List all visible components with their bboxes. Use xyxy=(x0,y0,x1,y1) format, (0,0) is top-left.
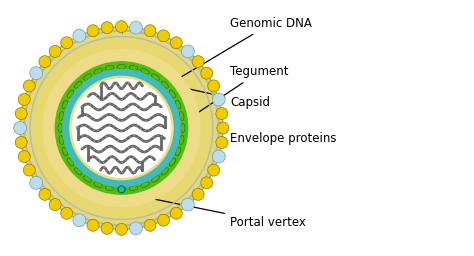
Ellipse shape xyxy=(192,188,204,200)
Ellipse shape xyxy=(87,219,99,231)
Ellipse shape xyxy=(152,74,159,80)
Ellipse shape xyxy=(141,182,149,187)
Ellipse shape xyxy=(116,21,128,33)
Ellipse shape xyxy=(201,177,213,189)
Ellipse shape xyxy=(30,67,43,80)
Ellipse shape xyxy=(129,186,138,190)
Ellipse shape xyxy=(18,93,30,105)
Ellipse shape xyxy=(161,168,168,175)
Ellipse shape xyxy=(59,135,64,144)
Ellipse shape xyxy=(152,176,159,182)
Ellipse shape xyxy=(62,147,68,156)
Ellipse shape xyxy=(179,112,184,121)
Ellipse shape xyxy=(67,90,73,98)
Ellipse shape xyxy=(39,56,51,68)
Text: Envelope proteins: Envelope proteins xyxy=(219,125,337,145)
Ellipse shape xyxy=(94,69,102,74)
Text: Genomic DNA: Genomic DNA xyxy=(123,17,312,111)
Ellipse shape xyxy=(217,122,229,134)
Ellipse shape xyxy=(216,136,228,148)
Ellipse shape xyxy=(58,124,63,132)
Ellipse shape xyxy=(129,21,142,34)
Ellipse shape xyxy=(179,135,184,144)
Ellipse shape xyxy=(30,176,43,189)
Ellipse shape xyxy=(87,25,99,37)
Ellipse shape xyxy=(23,164,35,176)
Ellipse shape xyxy=(15,108,27,120)
Text: Capsid: Capsid xyxy=(161,83,270,109)
Ellipse shape xyxy=(192,56,204,68)
Text: Portal vertex: Portal vertex xyxy=(128,194,306,229)
Ellipse shape xyxy=(216,108,228,120)
Ellipse shape xyxy=(208,80,219,92)
Ellipse shape xyxy=(74,81,82,88)
Ellipse shape xyxy=(101,222,113,234)
Text: Tegument: Tegument xyxy=(189,66,288,119)
Ellipse shape xyxy=(129,66,138,70)
Ellipse shape xyxy=(61,37,73,49)
Ellipse shape xyxy=(94,182,102,187)
Ellipse shape xyxy=(118,186,125,193)
Ellipse shape xyxy=(83,74,91,80)
Ellipse shape xyxy=(23,80,35,92)
Ellipse shape xyxy=(144,219,156,231)
Ellipse shape xyxy=(14,122,27,134)
Ellipse shape xyxy=(170,207,182,219)
Ellipse shape xyxy=(62,100,68,109)
Ellipse shape xyxy=(181,124,185,132)
Ellipse shape xyxy=(141,69,149,74)
Ellipse shape xyxy=(169,90,175,98)
Ellipse shape xyxy=(212,150,225,163)
Ellipse shape xyxy=(20,27,223,229)
Ellipse shape xyxy=(59,112,64,121)
Ellipse shape xyxy=(49,45,61,57)
Ellipse shape xyxy=(208,164,219,176)
Ellipse shape xyxy=(144,25,156,37)
Ellipse shape xyxy=(129,222,142,235)
Ellipse shape xyxy=(72,78,172,178)
Ellipse shape xyxy=(182,45,194,58)
Ellipse shape xyxy=(83,176,91,182)
Ellipse shape xyxy=(161,81,168,88)
Ellipse shape xyxy=(73,29,86,42)
Ellipse shape xyxy=(49,199,61,211)
Ellipse shape xyxy=(67,158,73,166)
Ellipse shape xyxy=(105,186,114,190)
Ellipse shape xyxy=(158,30,170,42)
Ellipse shape xyxy=(73,214,86,227)
Ellipse shape xyxy=(169,158,175,166)
Ellipse shape xyxy=(105,66,114,70)
Ellipse shape xyxy=(18,151,30,163)
Ellipse shape xyxy=(117,65,126,69)
Ellipse shape xyxy=(117,187,126,191)
Ellipse shape xyxy=(170,37,182,49)
Ellipse shape xyxy=(158,214,170,226)
Ellipse shape xyxy=(182,198,194,211)
Ellipse shape xyxy=(116,223,128,235)
Ellipse shape xyxy=(175,147,181,156)
Ellipse shape xyxy=(212,93,225,106)
Ellipse shape xyxy=(74,168,82,175)
Ellipse shape xyxy=(15,136,27,148)
Ellipse shape xyxy=(101,22,113,34)
Ellipse shape xyxy=(61,207,73,219)
Ellipse shape xyxy=(42,49,201,207)
Ellipse shape xyxy=(39,188,51,200)
Ellipse shape xyxy=(175,100,181,109)
Ellipse shape xyxy=(201,67,213,79)
